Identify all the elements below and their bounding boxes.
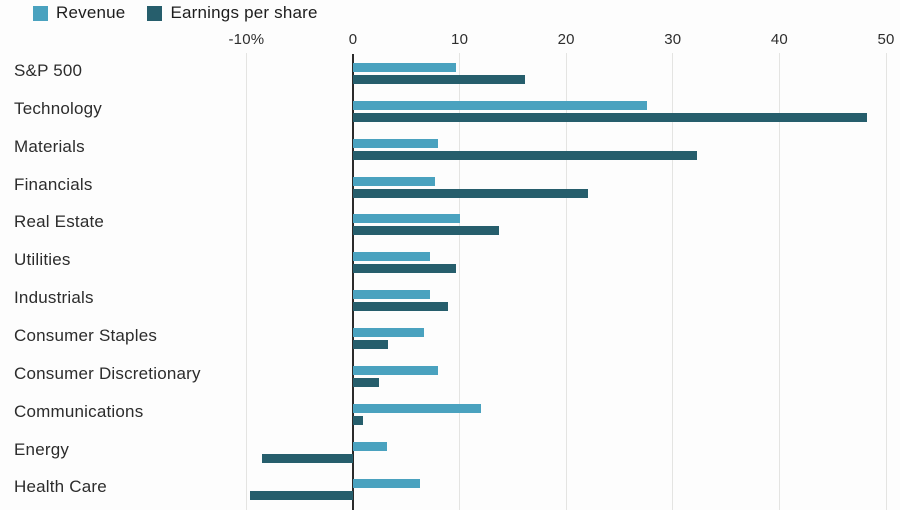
revenue-bar [353,403,481,413]
gridline [672,53,674,510]
category-label: Materials [14,136,85,156]
category-label: Consumer Discretionary [14,363,201,383]
legend-label-eps: Earnings per share [170,3,318,22]
category-label: S&P 500 [14,61,83,80]
eps-bar [353,302,448,312]
category-label: Industrials [14,288,94,308]
eps-bar [353,226,500,236]
revenue-bar [353,479,421,489]
category-label: Technology [14,98,103,118]
category-label: Health Care [14,477,107,497]
revenue-bar [353,214,460,224]
eps-bar [353,264,457,274]
revenue-bar [353,252,430,262]
eps-bar [353,112,867,122]
category-label: Financials [14,174,93,194]
chart-legend: Revenue Earnings per share [33,3,318,23]
zero-axis-line [352,54,354,510]
legend-item-eps: Earnings per share [147,3,318,23]
eps-bar [353,150,698,160]
eps-swatch-icon [147,5,163,21]
axis-tick-label: 20 [557,31,575,48]
eps-bar [249,491,353,501]
eps-bar [353,415,363,425]
gridline [778,53,780,510]
axis-tick-label: 0 [348,31,358,48]
category-label: Consumer Staples [14,325,158,345]
gridline [245,53,247,510]
eps-bar [353,188,588,198]
axis-tick-label: 50 [877,31,895,48]
revenue-bar [353,138,439,148]
revenue-bar [353,63,457,72]
eps-bar [353,75,525,84]
category-label: Utilities [14,250,71,270]
revenue-bar [353,100,648,110]
revenue-bar [353,290,430,300]
category-label: Energy [14,439,70,459]
revenue-bar [353,441,388,451]
revenue-bar [353,365,439,375]
category-label: Real Estate [14,212,105,232]
axis-tick-label: 30 [664,31,682,48]
eps-bar [353,377,379,387]
eps-bar [262,453,353,463]
gridline [565,53,567,510]
gridline [459,53,461,510]
revenue-swatch-icon [33,5,48,21]
revenue-bar [353,327,425,337]
eps-bar [353,339,389,349]
axis-tick-label: 10 [451,31,469,48]
axis-tick-label: -10% [228,31,265,48]
gridline [885,53,887,510]
revenue-bar [353,176,436,186]
legend-item-revenue: Revenue [33,3,125,23]
axis-tick-label: 40 [770,31,788,48]
category-label: Communications [14,401,144,421]
legend-label-revenue: Revenue [56,3,126,22]
